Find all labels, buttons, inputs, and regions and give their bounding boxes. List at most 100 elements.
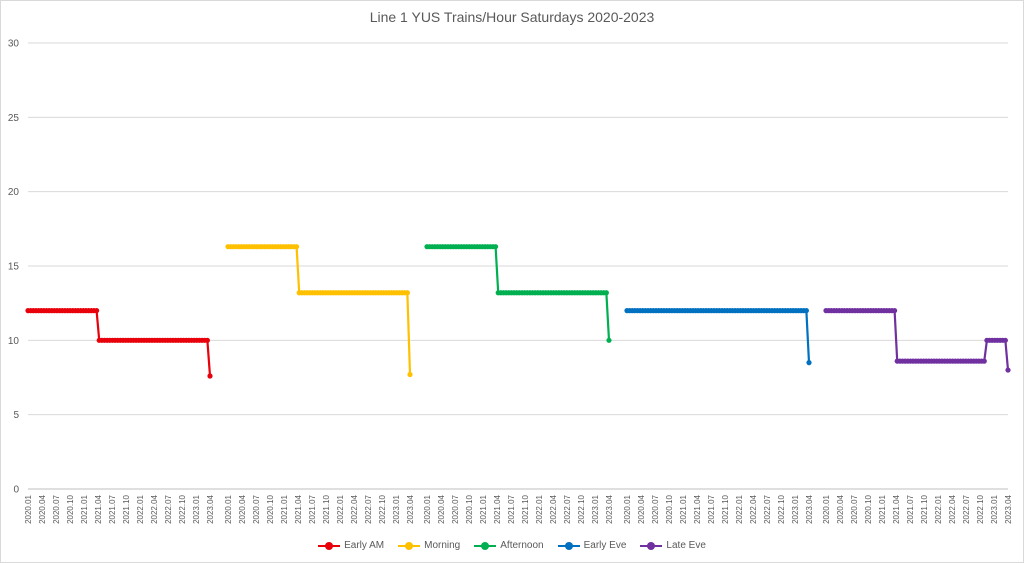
- x-tick-label: 2021.10: [122, 494, 131, 523]
- legend-swatch: [557, 541, 580, 551]
- data-point: [1002, 337, 1008, 343]
- x-tick-label: 2020.07: [451, 494, 460, 523]
- x-tick-label: 2022.04: [350, 494, 359, 523]
- x-tick-label: 2022.01: [934, 494, 943, 523]
- x-tick-label: 2023.01: [791, 494, 800, 523]
- x-tick-label: 2021.04: [294, 494, 303, 523]
- legend-swatch: [474, 541, 497, 551]
- legend-dot-marker: [647, 541, 656, 550]
- data-point: [603, 290, 609, 296]
- legend-label: Early Eve: [583, 540, 627, 551]
- x-tick-label: 2021.01: [280, 494, 289, 523]
- x-tick-label: 2022.04: [749, 494, 758, 523]
- data-point: [407, 371, 413, 378]
- x-tick-label: 2022.10: [976, 494, 985, 523]
- x-tick-label: 2020.07: [850, 494, 859, 523]
- x-tick-label: 2021.01: [878, 494, 887, 523]
- x-tick-label: 2023.04: [406, 494, 415, 523]
- x-tick-label: 2020.10: [665, 494, 674, 523]
- x-tick-label: 2022.04: [549, 494, 558, 523]
- legend-item: Afternoon: [474, 540, 544, 551]
- x-tick-label: 2022.10: [378, 494, 387, 523]
- x-tick-label: 2022.01: [735, 494, 744, 523]
- x-tick-label: 2023.01: [192, 494, 201, 523]
- x-tick-label: 2023.04: [206, 494, 215, 523]
- x-tick-label: 2022.07: [763, 494, 772, 523]
- x-tick-label: 2020.01: [623, 494, 632, 523]
- legend-swatch: [398, 541, 421, 551]
- x-tick-label: 2022.01: [136, 494, 145, 523]
- legend-item: Morning: [398, 540, 460, 551]
- y-tick-label: 15: [8, 262, 20, 273]
- series-line: [627, 309, 811, 363]
- x-tick-label: 2020.04: [437, 494, 446, 523]
- data-point: [1005, 367, 1011, 373]
- x-tick-label: 2021.04: [94, 494, 103, 523]
- x-tick-label: 2021.04: [493, 494, 502, 523]
- x-tick-label: 2021.07: [108, 494, 117, 523]
- x-tick-label: 2022.07: [962, 494, 971, 523]
- x-tick-label: 2020.01: [423, 494, 432, 523]
- x-tick-label: 2021.07: [308, 494, 317, 523]
- data-point: [492, 244, 499, 250]
- x-tick-label: 2021.10: [721, 494, 730, 523]
- x-tick-label: 2022.04: [948, 494, 957, 523]
- data-point: [803, 308, 809, 314]
- y-tick-label: 5: [13, 410, 19, 421]
- legend-label: Early AM: [344, 540, 385, 551]
- x-tick-label: 2022.07: [164, 494, 173, 523]
- y-tick-label: 10: [8, 336, 20, 347]
- x-tick-label: 2020.10: [266, 494, 275, 523]
- legend-label: Morning: [424, 540, 461, 551]
- x-tick-label: 2022.07: [364, 494, 373, 523]
- x-tick-label: 2020.07: [252, 494, 261, 523]
- x-tick-label: 2022.10: [178, 494, 187, 523]
- x-tick-label: 2020.07: [52, 494, 61, 523]
- x-tick-label: 2020.01: [822, 494, 831, 523]
- legend-swatch: [318, 541, 341, 551]
- legend-dot-marker: [564, 541, 573, 550]
- data-point: [891, 308, 898, 314]
- x-tick-label: 2022.10: [777, 494, 786, 523]
- x-tick-label: 2020.10: [66, 494, 75, 523]
- x-tick-label: 2020.04: [38, 494, 47, 523]
- x-tick-label: 2021.04: [693, 494, 702, 523]
- legend-item: Early AM: [318, 540, 384, 551]
- data-point: [806, 360, 812, 366]
- x-tick-label: 2020.07: [651, 494, 660, 523]
- x-tick-label: 2020.01: [24, 494, 33, 523]
- x-tick-label: 2021.07: [507, 494, 516, 523]
- legend-dot-marker: [405, 541, 414, 550]
- x-tick-label: 2023.04: [605, 494, 614, 523]
- data-point: [293, 244, 300, 250]
- data-point: [93, 308, 100, 314]
- legend-swatch: [640, 541, 663, 551]
- legend-dot-marker: [481, 541, 490, 550]
- x-tick-label: 2022.10: [577, 494, 586, 523]
- x-tick-label: 2023.01: [990, 494, 999, 523]
- x-tick-label: 2023.01: [591, 494, 600, 523]
- x-tick-label: 2021.01: [80, 494, 89, 523]
- x-tick-label: 2021.04: [892, 494, 901, 523]
- x-tick-label: 2020.04: [836, 494, 845, 523]
- data-point: [204, 337, 210, 343]
- legend: Early AM Morning Afternoon Early Eve Late Ev…: [0, 540, 1024, 551]
- y-tick-label: 20: [8, 187, 20, 198]
- data-point: [981, 358, 987, 364]
- y-tick-label: 0: [13, 485, 19, 496]
- x-tick-label: 2023.01: [392, 494, 401, 523]
- data-point: [207, 373, 213, 379]
- y-tick-label: 25: [8, 113, 20, 124]
- y-tick-label: 30: [8, 39, 20, 50]
- x-tick-label: 2020.04: [238, 494, 247, 523]
- x-tick-label: 2021.07: [906, 494, 915, 523]
- legend-label: Late Eve: [666, 540, 706, 551]
- x-tick-label: 2023.04: [1004, 494, 1013, 523]
- legend-dot-marker: [325, 541, 334, 550]
- legend-label: Afternoon: [500, 540, 544, 551]
- x-tick-label: 2020.04: [637, 494, 646, 523]
- x-tick-label: 2023.04: [805, 494, 814, 523]
- data-point: [606, 337, 612, 343]
